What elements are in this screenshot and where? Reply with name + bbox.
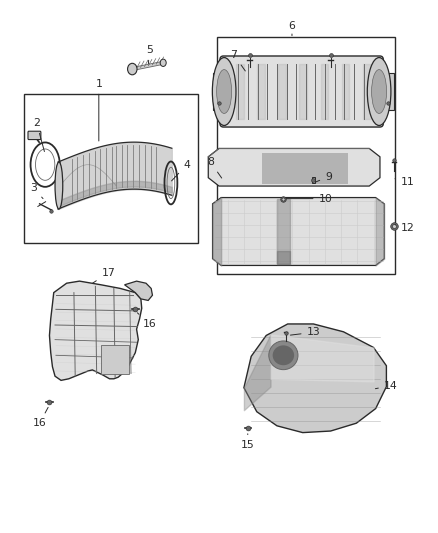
Text: 5: 5: [146, 45, 153, 63]
Text: 4: 4: [172, 160, 190, 181]
Text: 2: 2: [33, 118, 44, 151]
Text: 14: 14: [375, 381, 398, 391]
Text: 13: 13: [290, 327, 320, 337]
Text: 3: 3: [30, 183, 43, 199]
Polygon shape: [212, 198, 384, 265]
Bar: [262, 152, 348, 184]
Ellipse shape: [127, 63, 137, 75]
Polygon shape: [244, 324, 386, 433]
Text: 7: 7: [230, 50, 245, 71]
Ellipse shape: [55, 162, 63, 209]
Bar: [212, 73, 225, 110]
Bar: [101, 345, 129, 374]
Ellipse shape: [212, 58, 236, 125]
Text: 17: 17: [92, 268, 115, 283]
Text: 9: 9: [316, 172, 332, 182]
Text: 10: 10: [286, 193, 332, 204]
Ellipse shape: [371, 70, 387, 114]
Bar: [217, 37, 395, 274]
Bar: [382, 73, 394, 110]
Text: 11: 11: [395, 177, 415, 187]
Ellipse shape: [367, 58, 391, 125]
Polygon shape: [208, 149, 380, 186]
Text: 15: 15: [241, 434, 254, 450]
Polygon shape: [124, 281, 152, 301]
FancyBboxPatch shape: [220, 56, 383, 127]
Text: 16: 16: [138, 313, 156, 329]
Text: 1: 1: [95, 79, 102, 141]
Bar: [312, 176, 315, 183]
Text: 16: 16: [33, 407, 48, 428]
Polygon shape: [49, 281, 142, 381]
Bar: [24, 94, 198, 243]
Text: 8: 8: [207, 157, 222, 178]
Ellipse shape: [217, 70, 232, 114]
Text: 6: 6: [289, 21, 295, 36]
Text: 12: 12: [395, 223, 415, 233]
FancyBboxPatch shape: [28, 131, 41, 140]
Ellipse shape: [269, 341, 298, 370]
Ellipse shape: [272, 345, 294, 365]
Ellipse shape: [160, 59, 166, 67]
